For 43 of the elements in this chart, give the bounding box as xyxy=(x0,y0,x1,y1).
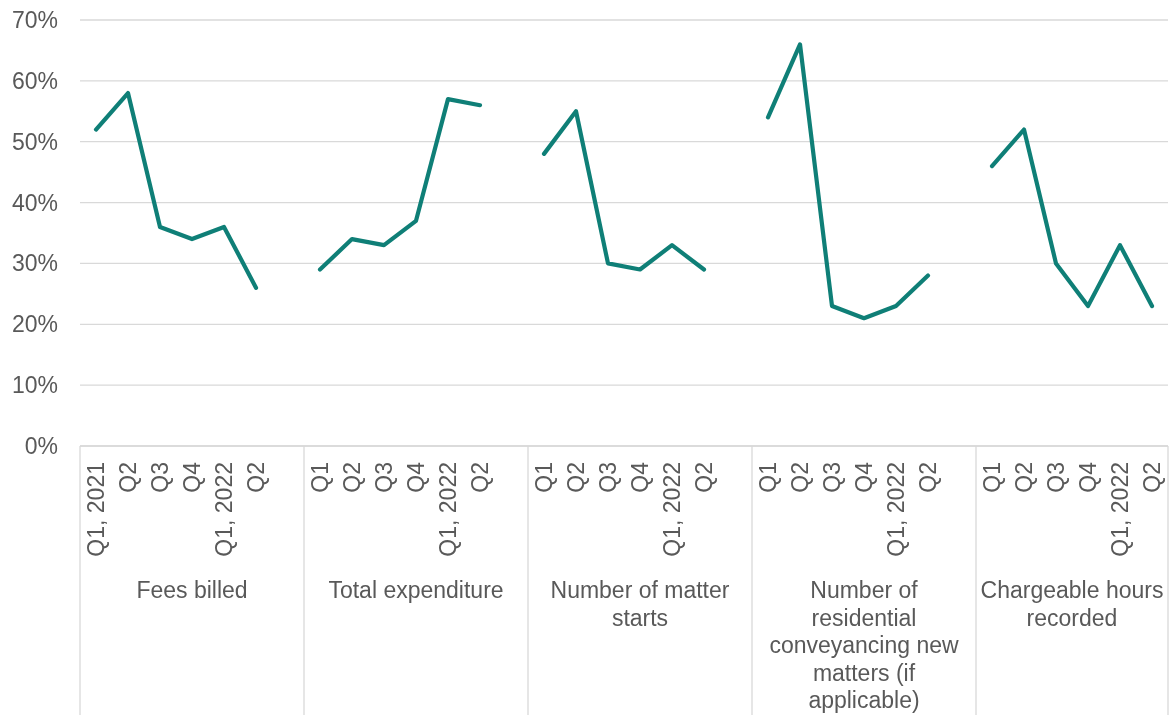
x-tick-label: Q4 xyxy=(627,461,653,493)
x-tick-label: Q1, 2022 xyxy=(435,462,461,557)
y-tick-label: 70% xyxy=(11,7,58,33)
x-tick-label: Q2 xyxy=(787,462,813,493)
text: Number of residential conveyancing new matters (if applicable) xyxy=(769,577,960,714)
y-tick-label: 10% xyxy=(11,372,58,399)
x-tick-label: Q2 xyxy=(915,462,941,493)
text: Total expenditure xyxy=(328,577,504,603)
x-tick-label: Q3 xyxy=(1043,462,1069,493)
x-tick-label: Q2 xyxy=(563,462,589,493)
text: Fees billed xyxy=(136,577,248,603)
y-tick-label: 0% xyxy=(24,433,58,459)
x-tick-label: Q3 xyxy=(147,462,173,493)
x-tick-label: Q2 xyxy=(1139,462,1165,493)
x-tick-label: Q2 xyxy=(1011,462,1037,493)
y-tick-label: 50% xyxy=(11,128,58,155)
x-tick-label: Q3 xyxy=(371,462,397,493)
x-tick-label: Q1 xyxy=(531,462,557,493)
y-tick-label: 30% xyxy=(11,250,58,277)
x-tick-label: Q1, 2022 xyxy=(659,462,685,557)
x-tick-label: Q1, 2022 xyxy=(211,462,237,557)
x-tick-label: Q4 xyxy=(179,461,205,493)
x-tick-label: Q1, 2021 xyxy=(83,462,109,557)
x-tick-label: Q2 xyxy=(467,462,493,493)
y-tick-label: 40% xyxy=(11,189,58,216)
x-tick-label: Q4 xyxy=(1075,461,1101,493)
x-tick-label: Q1, 2022 xyxy=(883,462,909,557)
text: Chargeable hours recorded xyxy=(980,577,1164,631)
x-tick-label: Q3 xyxy=(819,462,845,493)
x-tick-label: Q1 xyxy=(755,462,781,493)
x-tick-label: Q1, 2022 xyxy=(1107,462,1133,557)
x-tick-label: Q2 xyxy=(691,462,717,493)
x-tick-label: Q4 xyxy=(403,461,429,493)
x-tick-label: Q4 xyxy=(851,461,877,493)
x-tick-label: Q1 xyxy=(307,462,333,493)
x-tick-label: Q2 xyxy=(339,462,365,493)
x-tick-label: Q2 xyxy=(243,462,269,493)
y-tick-label: 60% xyxy=(11,67,58,94)
y-tick-label: 20% xyxy=(11,311,58,338)
x-tick-label: Q2 xyxy=(115,462,141,493)
text: Number of matter starts xyxy=(550,577,730,631)
x-tick-label: Q3 xyxy=(595,462,621,493)
x-tick-label: Q1 xyxy=(979,462,1005,493)
